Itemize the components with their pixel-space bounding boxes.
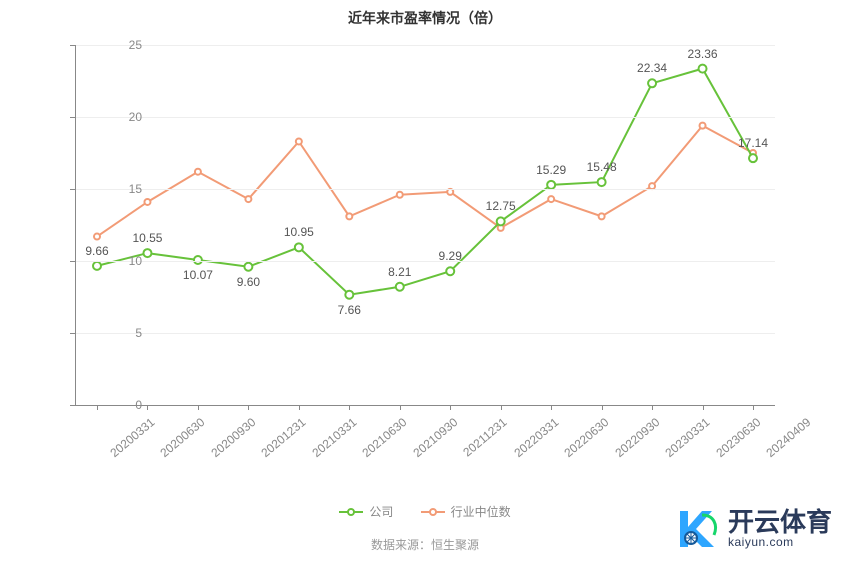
- x-tick-label: 20210930: [410, 415, 460, 460]
- y-tick-label: 10: [129, 254, 142, 268]
- y-tick-label: 25: [129, 38, 142, 52]
- data-label: 9.29: [439, 249, 462, 263]
- series-marker: [397, 192, 403, 198]
- data-label: 23.36: [688, 47, 718, 61]
- data-label: 9.60: [237, 275, 260, 289]
- series-marker: [93, 262, 101, 270]
- data-label: 22.34: [637, 61, 667, 75]
- series-marker: [598, 178, 606, 186]
- series-marker: [446, 267, 454, 275]
- x-tick: [400, 405, 401, 410]
- x-axis: [75, 405, 775, 406]
- data-label: 7.66: [338, 303, 361, 317]
- legend-label: 公司: [369, 503, 393, 520]
- series-marker: [396, 283, 404, 291]
- plot-area: [75, 45, 775, 405]
- x-tick: [501, 405, 502, 410]
- y-tick-label: 15: [129, 182, 142, 196]
- x-tick-label: 20240409: [763, 415, 813, 460]
- x-tick: [753, 405, 754, 410]
- series-marker: [700, 123, 706, 129]
- series-marker: [94, 234, 100, 240]
- x-tick: [652, 405, 653, 410]
- y-tick-label: 5: [135, 326, 142, 340]
- data-label: 9.66: [85, 244, 108, 258]
- gridline: [75, 117, 775, 118]
- data-label: 15.48: [587, 160, 617, 174]
- watermark-logo-icon: [674, 505, 722, 553]
- gridline: [75, 45, 775, 46]
- series-marker: [749, 154, 757, 162]
- x-tick: [349, 405, 350, 410]
- x-tick-label: 20230630: [713, 415, 763, 460]
- data-label: 17.14: [738, 136, 768, 150]
- x-tick-label: 20201231: [259, 415, 309, 460]
- series-marker: [144, 199, 150, 205]
- x-tick-label: 20211231: [461, 415, 510, 459]
- data-label: 12.75: [486, 199, 516, 213]
- series-marker: [295, 243, 303, 251]
- watermark: 开云体育 kaiyun.com: [674, 505, 832, 553]
- chart-title: 近年来市盈率情况（倍）: [0, 8, 850, 28]
- y-axis: [75, 45, 76, 405]
- gridline: [75, 261, 775, 262]
- series-marker: [548, 196, 554, 202]
- data-label: 8.21: [388, 265, 411, 279]
- x-tick: [147, 405, 148, 410]
- x-tick-label: 20210630: [360, 415, 410, 460]
- y-tick-label: 20: [129, 110, 142, 124]
- series-marker: [699, 65, 707, 73]
- gridline: [75, 333, 775, 334]
- x-tick-label: 20220630: [562, 415, 612, 460]
- x-tick-label: 20200630: [158, 415, 208, 460]
- legend-item-company: 公司: [339, 503, 393, 520]
- data-label: 10.95: [284, 225, 314, 239]
- series-marker: [195, 169, 201, 175]
- series-marker: [497, 217, 505, 225]
- series-marker: [194, 256, 202, 264]
- series-marker: [599, 213, 605, 219]
- watermark-brand: 开云体育: [728, 509, 832, 535]
- x-tick-label: 20210331: [309, 415, 359, 460]
- x-tick: [602, 405, 603, 410]
- legend-marker-industry: [421, 507, 445, 517]
- x-tick: [703, 405, 704, 410]
- data-label: 10.55: [132, 231, 162, 245]
- series-marker: [346, 213, 352, 219]
- x-tick: [299, 405, 300, 410]
- series-marker: [296, 138, 302, 144]
- x-tick: [97, 405, 98, 410]
- x-tick: [198, 405, 199, 410]
- series-marker: [648, 79, 656, 87]
- x-tick-label: 20200331: [107, 415, 157, 460]
- chart-svg: [75, 45, 775, 405]
- x-tick-label: 20220331: [511, 415, 561, 460]
- legend-label: 行业中位数: [451, 503, 511, 520]
- series-marker: [245, 196, 251, 202]
- x-tick: [450, 405, 451, 410]
- gridline: [75, 189, 775, 190]
- legend-item-industry: 行业中位数: [421, 503, 511, 520]
- legend-marker-company: [339, 507, 363, 517]
- x-tick-label: 20200930: [208, 415, 258, 460]
- pe-ratio-chart: 近年来市盈率情况（倍） 公司 行业中位数 数据来源：恒生聚源: [0, 0, 850, 575]
- series-line: [97, 126, 753, 237]
- series-marker: [345, 291, 353, 299]
- series-marker: [547, 181, 555, 189]
- x-tick: [248, 405, 249, 410]
- series-marker: [244, 263, 252, 271]
- data-label: 15.29: [536, 163, 566, 177]
- watermark-domain: kaiyun.com: [728, 535, 832, 549]
- x-tick-label: 20230331: [663, 415, 713, 460]
- x-tick-label: 20220930: [612, 415, 662, 460]
- data-label: 10.07: [183, 268, 213, 282]
- x-tick: [551, 405, 552, 410]
- series-marker: [143, 249, 151, 257]
